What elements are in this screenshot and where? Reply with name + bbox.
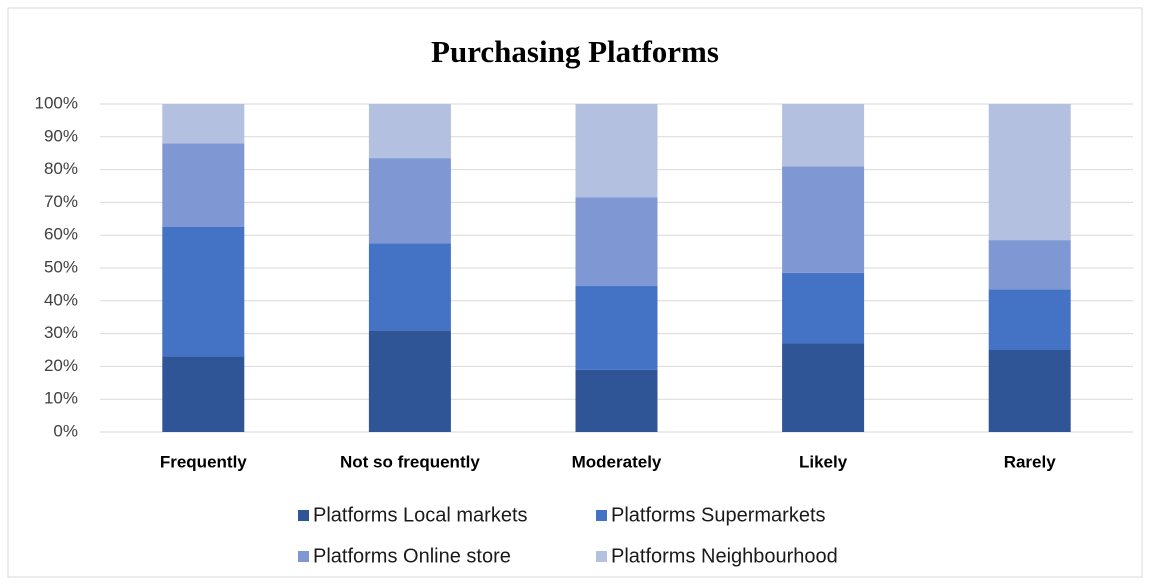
bar-segment	[988, 240, 1071, 290]
x-tick-label: Not so frequently	[340, 452, 480, 471]
bar-segment	[782, 166, 865, 273]
legend-swatch	[298, 510, 309, 521]
legend-label: Platforms Local markets	[313, 504, 528, 526]
y-tick-label: 80%	[44, 159, 78, 178]
x-tick-label: Rarely	[1004, 452, 1057, 471]
legend-label: Platforms Online store	[313, 545, 511, 567]
bar-segment	[988, 289, 1071, 350]
y-tick-label: 70%	[44, 192, 78, 211]
bar-segment	[162, 356, 245, 432]
bar-segment	[368, 330, 451, 432]
bar-segment	[162, 227, 245, 357]
y-tick-label: 20%	[44, 356, 78, 375]
bar-segment	[782, 104, 865, 167]
bar-segment	[782, 343, 865, 432]
y-tick-label: 30%	[44, 323, 78, 342]
bar-segment	[162, 104, 245, 144]
legend-label: Platforms Neighbourhood	[611, 545, 838, 567]
y-tick-label: 90%	[44, 126, 78, 145]
x-tick-label: Likely	[799, 452, 848, 471]
legend-label: Platforms Supermarkets	[611, 504, 826, 526]
legend-swatch	[298, 551, 309, 562]
y-tick-label: 40%	[44, 290, 78, 309]
legend-swatch	[596, 510, 607, 521]
chart-title: Purchasing Platforms	[431, 34, 719, 69]
bar-segment	[162, 143, 245, 227]
legend-swatch	[596, 551, 607, 562]
bar-segment	[575, 369, 658, 432]
bar-segment	[368, 243, 451, 331]
bar-segment	[988, 104, 1071, 241]
bar-segment	[575, 104, 658, 198]
y-tick-label: 50%	[44, 257, 78, 276]
x-tick-label: Frequently	[160, 452, 247, 471]
bar-segment	[575, 197, 658, 287]
bar-segment	[782, 272, 865, 344]
y-tick-label: 100%	[35, 93, 78, 112]
y-tick-label: 10%	[44, 389, 78, 408]
bar-segment	[575, 286, 658, 370]
bar-segment	[988, 350, 1071, 432]
x-tick-label: Moderately	[572, 452, 662, 471]
bar-segment	[368, 158, 451, 244]
y-tick-label: 0%	[53, 421, 78, 440]
bar-segment	[368, 104, 451, 159]
y-tick-label: 60%	[44, 225, 78, 244]
